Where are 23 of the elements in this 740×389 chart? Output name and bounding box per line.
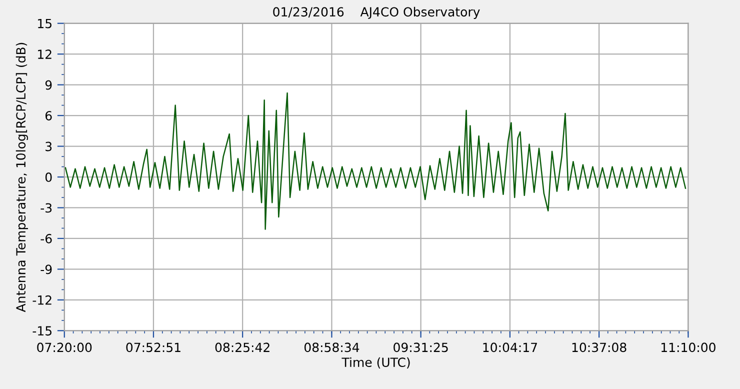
x-tick-label: 08:25:42 xyxy=(215,342,270,352)
chart-title: 01/23/2016 AJ4CO Observatory xyxy=(273,6,480,19)
y-tick-label: 3 xyxy=(46,142,52,152)
y-tick-label: -9 xyxy=(40,264,52,274)
y-tick-label: -12 xyxy=(32,295,52,305)
x-axis-title: Time (UTC) xyxy=(342,357,410,368)
x-tick-label: 07:20:00 xyxy=(37,342,92,352)
y-tick-label: 0 xyxy=(45,172,52,182)
y-tick-label: 15 xyxy=(38,18,52,28)
line-series xyxy=(64,92,686,230)
y-tick-label: 12 xyxy=(38,50,52,59)
x-tick-label: 10:04:17 xyxy=(483,342,537,352)
x-tick-label: 09:31:25 xyxy=(394,342,448,352)
x-tick-label: 10:37:08 xyxy=(572,342,626,352)
y-tick-label: 6 xyxy=(45,111,52,120)
x-tick-label: 11:10:00 xyxy=(662,342,716,352)
y-tick-label: 9 xyxy=(45,80,52,90)
y-tick-label: -6 xyxy=(40,234,52,244)
x-tick-label: 07:52:51 xyxy=(126,342,180,352)
y-tick-label: -3 xyxy=(40,203,52,213)
y-tick-label: -15 xyxy=(32,326,52,336)
x-tick-label: 08:58:34 xyxy=(304,342,360,352)
y-axis-title: Antenna Temperature, 10log[RCP/LCP] (dB) xyxy=(16,42,28,312)
